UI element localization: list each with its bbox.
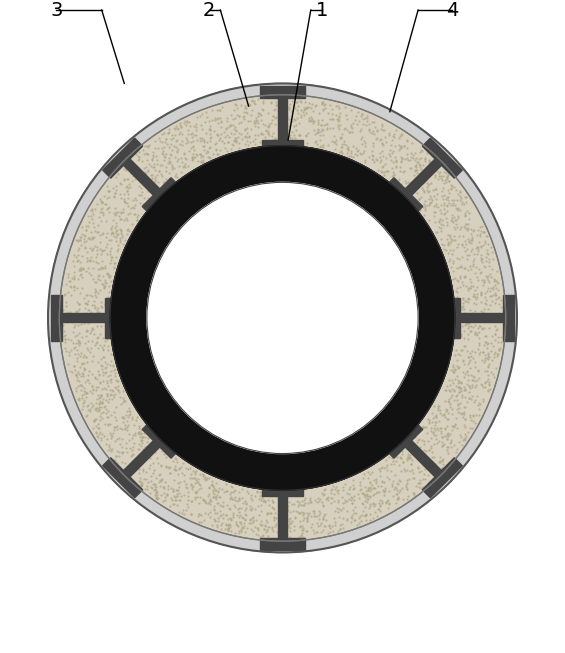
Polygon shape: [386, 178, 423, 214]
Polygon shape: [401, 437, 445, 481]
Text: 1: 1: [316, 1, 328, 20]
Polygon shape: [455, 313, 508, 323]
Polygon shape: [103, 138, 143, 178]
Polygon shape: [503, 295, 514, 341]
Circle shape: [110, 146, 455, 490]
Polygon shape: [422, 458, 462, 498]
Polygon shape: [262, 485, 303, 496]
Circle shape: [59, 95, 506, 541]
Polygon shape: [120, 155, 164, 199]
Polygon shape: [142, 178, 179, 214]
Polygon shape: [103, 458, 143, 498]
Polygon shape: [120, 437, 164, 481]
Text: 4: 4: [446, 1, 458, 20]
Text: 2: 2: [203, 1, 215, 20]
Polygon shape: [401, 155, 445, 199]
Circle shape: [48, 84, 517, 552]
Circle shape: [147, 182, 418, 454]
Polygon shape: [422, 138, 462, 178]
Polygon shape: [105, 298, 116, 338]
Polygon shape: [262, 140, 303, 151]
Polygon shape: [449, 298, 460, 338]
Polygon shape: [142, 421, 179, 458]
Text: 3: 3: [50, 1, 63, 20]
Circle shape: [48, 84, 517, 552]
Polygon shape: [260, 538, 305, 550]
Circle shape: [48, 84, 517, 552]
Polygon shape: [278, 490, 287, 544]
Circle shape: [110, 146, 455, 490]
Polygon shape: [260, 86, 305, 97]
Polygon shape: [278, 92, 287, 146]
Polygon shape: [56, 313, 110, 323]
Polygon shape: [51, 295, 62, 341]
Polygon shape: [386, 421, 423, 458]
Circle shape: [147, 182, 418, 454]
